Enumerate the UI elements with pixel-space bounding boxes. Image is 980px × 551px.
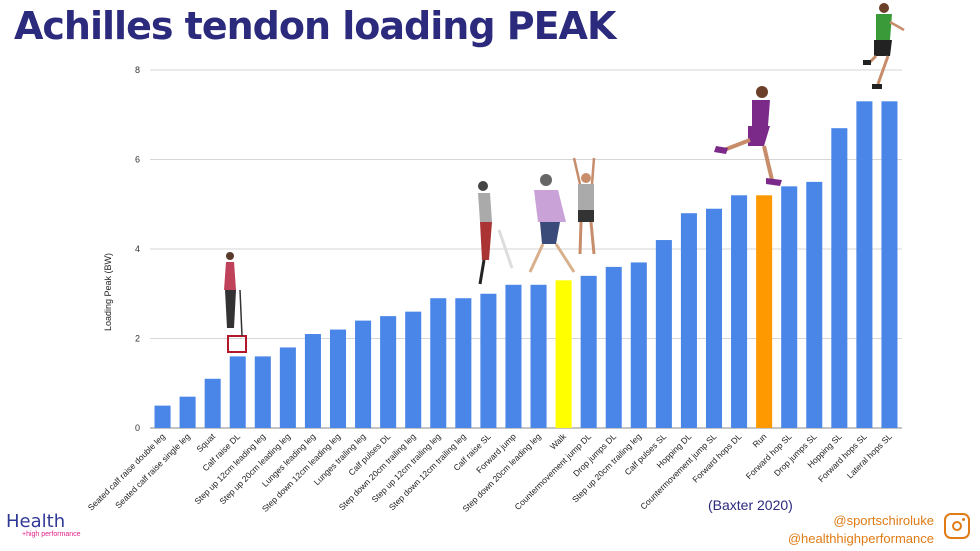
x-tick-label: Run	[750, 431, 768, 449]
bar-forward-hops-dl	[731, 195, 748, 428]
bar-countermovement-jump-sl	[705, 208, 723, 428]
x-tick-label: Walk	[548, 431, 569, 452]
walking-figure-icon	[528, 174, 576, 273]
bar-step-down-12cm-leading-leg	[329, 329, 347, 428]
bar-forward-hops-sl	[856, 101, 873, 428]
jumping-figure-icon	[572, 157, 596, 255]
y-tick-label: 6	[135, 155, 140, 165]
gridlines	[150, 69, 902, 429]
y-tick-label: 2	[135, 334, 140, 344]
bar-run	[756, 195, 773, 428]
bar-seated-calf-raise-double-leg	[154, 405, 171, 428]
bar-step-down-20cm-leading-leg	[530, 284, 547, 428]
bar-step-up-20cm-trailing-leg	[630, 262, 647, 428]
social-handles: @sportschiroluke @healthhighperformance	[788, 512, 934, 548]
y-axis: 0 2 4 6 8	[135, 65, 140, 433]
y-tick-label: 4	[135, 244, 140, 254]
bar-step-down-20cm-trailing-leg	[405, 311, 422, 428]
brand-name: Health	[6, 511, 66, 532]
social-handle-2: @healthhighperformance	[787, 531, 934, 546]
bar-calf-raise-sl	[480, 293, 497, 428]
brand-logo: Health +high performance	[6, 511, 86, 539]
bar-lateral-hops-sl	[881, 101, 898, 428]
citation: (Baxter 2020)	[708, 497, 793, 513]
bar-seated-calf-raise-single-leg	[179, 396, 196, 428]
instagram-lens	[952, 521, 962, 531]
page-title: Achilles tendon loading PEAK	[14, 4, 616, 48]
calf-raise-figure-icon	[224, 252, 247, 353]
bar-squat	[204, 378, 221, 428]
bar-calf-pulses-sl	[655, 240, 672, 428]
bar-calf-raise-dl	[229, 356, 246, 428]
instagram-icon	[944, 513, 970, 539]
bar-drop-jumps-dl	[605, 266, 622, 428]
brand-tagline: +high performance	[22, 531, 81, 538]
bar-lunges-trailing-leg	[355, 320, 372, 428]
bar-forward-hop-sl	[781, 186, 798, 428]
bars	[154, 101, 898, 429]
bar-walk	[555, 280, 572, 428]
instagram-dot	[962, 518, 965, 521]
bar-step-up-20cm-leading-leg	[279, 347, 296, 428]
y-axis-label: Loading Peak (BW)	[103, 253, 113, 331]
x-tick-label: Lateral hops SL	[845, 431, 894, 480]
bar-step-down-12cm-trailing-leg	[455, 298, 472, 428]
bar-step-up-12cm-trailing-leg	[430, 298, 447, 428]
y-tick-label: 0	[135, 423, 140, 433]
bar-hopping-sl	[831, 128, 848, 429]
running-figure-icon	[714, 86, 782, 186]
bar-step-up-12cm-leading-leg	[254, 356, 271, 428]
bar-drop-jumps-sl	[806, 181, 823, 428]
bar-hopping-dl	[680, 213, 697, 428]
bar-countermovement-jump-dl	[580, 275, 597, 428]
x-tick-label: Squat	[194, 431, 217, 454]
y-tick-label: 8	[135, 65, 140, 75]
hopping-figure-icon	[863, 3, 905, 89]
bar-calf-pulses-dl	[380, 316, 397, 428]
calf-raise-sl-figure-icon	[478, 181, 514, 285]
social-handle-1: @sportschiroluke	[833, 513, 934, 528]
bar-forward-jump	[505, 284, 522, 428]
figure-illustrations	[224, 3, 905, 353]
bar-lunges-leading-leg	[304, 334, 321, 428]
